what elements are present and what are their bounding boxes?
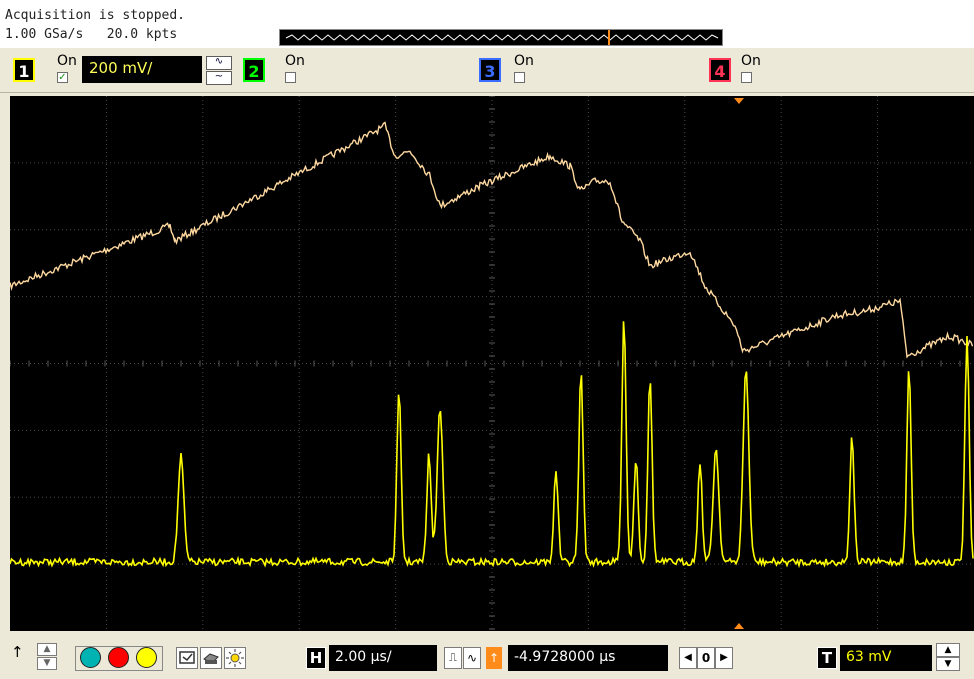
timebase-scale-field[interactable]: 2.00 µs/	[329, 645, 437, 671]
channel-2-on-label: On	[285, 53, 305, 69]
channel-1-button[interactable]: 1	[13, 58, 35, 82]
channel-3-on-checkbox[interactable]	[514, 72, 525, 83]
channel-2-on-checkbox[interactable]	[285, 72, 296, 83]
channel-4-button[interactable]: 4	[709, 58, 731, 82]
pulse-trace	[10, 321, 974, 569]
channel-2-number: 2	[248, 62, 260, 81]
screen-capture-icon[interactable]	[176, 647, 198, 669]
waveform-display[interactable]	[10, 96, 974, 631]
trigger-position-icon[interactable]: ↑	[486, 647, 502, 669]
trigger-marker-top	[734, 98, 744, 104]
ac-coupling-icon[interactable]: ∿	[206, 56, 232, 70]
trigger-level-up-icon[interactable]: ▲	[936, 643, 960, 657]
scroll-up-icon[interactable]: ▲	[37, 643, 57, 656]
horizontal-button[interactable]: H	[306, 647, 326, 669]
dc-coupling-icon[interactable]: ~	[206, 71, 232, 85]
trigger-marker-bottom	[734, 623, 744, 629]
trigger-button[interactable]: T	[817, 647, 837, 669]
print-icon[interactable]	[200, 647, 222, 669]
delay-reference-button[interactable]: 0	[697, 647, 715, 669]
stop-button[interactable]	[108, 647, 129, 668]
horizontal-delay-field[interactable]: -4.9728000 µs	[508, 645, 668, 671]
bottom-toolbar: ↑ ▲ ▼ H 2.00 µs/ ⎍ ∿ ↑ -4.9728000 µs ◀ 0…	[0, 635, 974, 679]
channel-bar: 1 On ✓ 200 mV/ ∿ ~ 2 On 3 On 4 On	[0, 48, 974, 93]
channel-3-on-label: On	[514, 53, 534, 69]
waveform-overview[interactable]	[279, 29, 723, 46]
trigger-level-down-icon[interactable]: ▼	[936, 657, 960, 671]
channel-1-number: 1	[18, 62, 30, 81]
cursor-arrow-icon[interactable]: ↑	[11, 643, 24, 661]
channel-4-on-label: On	[741, 53, 761, 69]
channel-1-scale-field[interactable]: 200 mV/	[82, 56, 202, 83]
sine-mode-icon[interactable]: ∿	[463, 647, 481, 669]
brightness-icon[interactable]	[224, 647, 246, 669]
status-panel: Acquisition is stopped. 1.00 GSa/s 20.0 …	[0, 0, 974, 48]
channel-1-on-label: On	[57, 53, 77, 69]
channel-1-coupling-buttons: ∿ ~	[206, 56, 232, 85]
sample-rate-readout: 1.00 GSa/s 20.0 kpts	[5, 27, 178, 42]
channel-4-number: 4	[714, 62, 726, 81]
delay-right-icon[interactable]: ▶	[715, 647, 733, 669]
channel-1-on-checkbox[interactable]: ✓	[57, 72, 68, 83]
scroll-down-icon[interactable]: ▼	[37, 657, 57, 670]
channel-3-button[interactable]: 3	[479, 58, 501, 82]
delay-left-icon[interactable]: ◀	[679, 647, 697, 669]
pulse-mode-icon[interactable]: ⎍	[444, 647, 462, 669]
ramp-trace	[10, 121, 974, 359]
channel-4-on-checkbox[interactable]	[741, 72, 752, 83]
auto-scale-button[interactable]	[136, 647, 157, 668]
trigger-level-field[interactable]: 63 mV	[840, 645, 932, 671]
channel-2-button[interactable]: 2	[243, 58, 265, 82]
single-run-button[interactable]	[80, 647, 101, 668]
acquisition-status: Acquisition is stopped.	[5, 8, 186, 23]
waveform-traces	[10, 98, 974, 629]
channel-3-number: 3	[484, 62, 496, 81]
